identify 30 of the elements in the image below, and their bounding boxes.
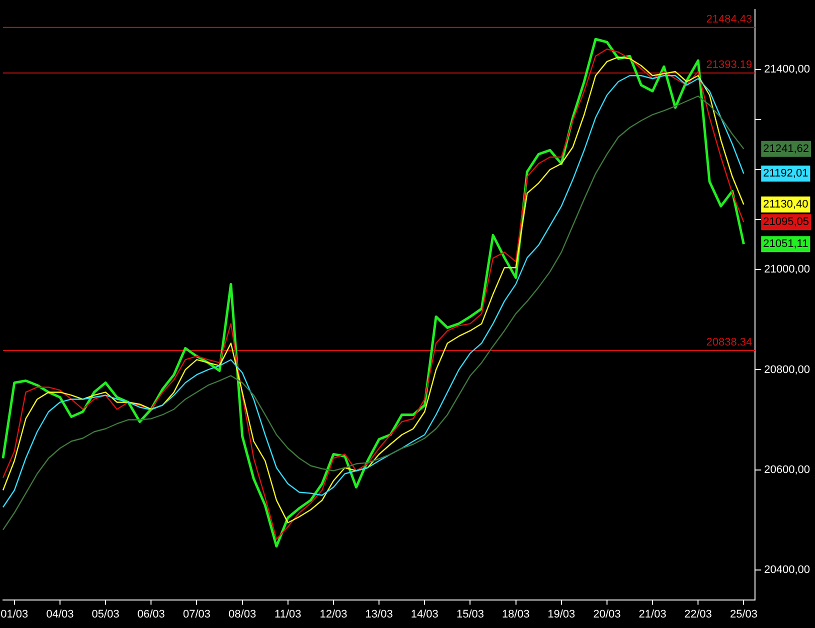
x-tick-label: 06/03 (137, 608, 165, 620)
data-label: 21051,11 (763, 238, 808, 250)
x-tick-label: 07/03 (182, 608, 210, 620)
x-tick-label: 05/03 (92, 608, 120, 620)
y-tick-label: 20800,00 (764, 364, 810, 376)
x-tick-label: 19/03 (548, 608, 576, 620)
data-label: 21095,05 (763, 216, 810, 228)
data-label: 21130,40 (763, 198, 808, 210)
ref-line-label: 20838.34 (706, 336, 752, 349)
x-tick-label: 01/03 (0, 608, 28, 620)
x-tick-label: 21/03 (638, 608, 666, 620)
x-tick-label: 08/03 (228, 608, 256, 620)
x-tick-label: 22/03 (684, 608, 712, 620)
x-tick-label: 14/03 (410, 608, 438, 620)
y-tick-label: 20400,00 (764, 564, 810, 576)
x-tick-label: 04/03 (46, 608, 74, 620)
y-tick-label: 21400,00 (764, 64, 810, 76)
x-tick-label: 20/03 (593, 608, 621, 620)
ref-line-label: 21393.19 (706, 59, 752, 72)
x-tick-label: 11/03 (274, 608, 302, 620)
x-tick-label: 15/03 (456, 608, 484, 620)
x-tick-label: 13/03 (365, 608, 393, 620)
data-label: 21192,01 (763, 168, 808, 180)
x-tick-label: 18/03 (502, 608, 530, 620)
data-label: 21241,62 (763, 142, 810, 155)
ref-line-label: 21484.43 (706, 13, 752, 26)
y-tick-label: 20600,00 (764, 464, 810, 476)
x-tick-label: 25/03 (730, 608, 758, 620)
y-tick-label: 21000,00 (764, 264, 810, 276)
x-tick-label: 12/03 (320, 608, 348, 620)
